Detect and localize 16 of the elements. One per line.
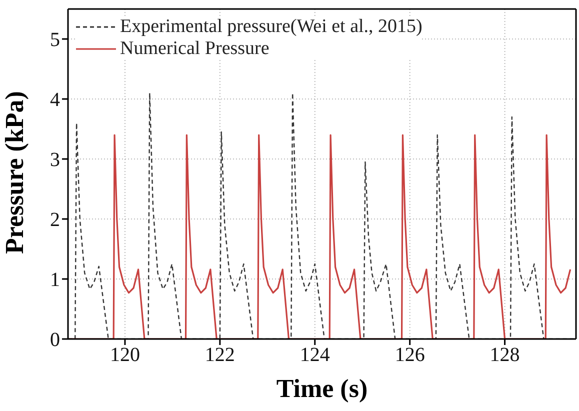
x-tick-label: 120 — [110, 344, 140, 366]
y-tick-label: 5 — [50, 29, 60, 52]
y-tick-label: 4 — [50, 89, 60, 112]
x-tick-label: 126 — [394, 344, 425, 366]
x-axis-title: Time (s) — [276, 374, 368, 403]
y-axis-title: Pressure (kPa) — [0, 91, 30, 254]
y-tick-label: 2 — [50, 209, 60, 232]
legend-label: Numerical Pressure — [120, 38, 270, 60]
line-series — [68, 134, 572, 339]
x-tick-label: 122 — [204, 344, 235, 366]
y-tick-label: 0 — [50, 329, 60, 352]
legend-label: Experimental pressure(Wei et al., 2015) — [120, 16, 422, 38]
y-tick-label: 1 — [50, 269, 60, 292]
x-tick-label: 128 — [490, 344, 520, 366]
x-tick-label: 124 — [300, 344, 330, 366]
y-tick-label: 3 — [50, 149, 60, 172]
